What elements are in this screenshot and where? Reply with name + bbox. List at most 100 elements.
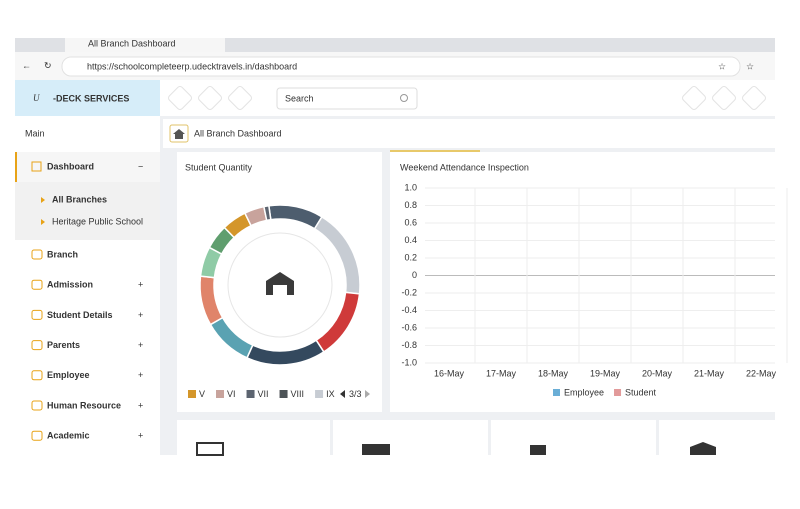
submenu-item[interactable]: Heritage Public School xyxy=(52,216,143,226)
x-tick-label: 18-May xyxy=(538,368,569,378)
chart-title: Student Quantity xyxy=(185,162,253,172)
menu-item[interactable]: Branch xyxy=(47,249,78,259)
pager-prev[interactable] xyxy=(340,390,345,398)
menu-item[interactable]: Academic xyxy=(47,431,90,441)
menu-toggle: + xyxy=(138,340,143,350)
legend-label[interactable]: Employee xyxy=(564,387,604,397)
header-button[interactable] xyxy=(741,85,766,110)
legend-label[interactable]: VII xyxy=(258,389,269,399)
home-icon xyxy=(173,129,185,139)
menu-toggle: + xyxy=(138,310,143,320)
menu-item[interactable]: Parents xyxy=(47,340,80,350)
favorites-button[interactable]: ☆ xyxy=(746,61,754,71)
y-tick-label: -0.4 xyxy=(401,305,417,315)
y-tick-label: -1.0 xyxy=(401,357,417,367)
header-button[interactable] xyxy=(167,85,192,110)
card-icon xyxy=(530,445,546,455)
legend-label[interactable]: VI xyxy=(227,389,236,399)
active-item[interactable] xyxy=(15,152,160,182)
legend-swatch xyxy=(279,390,288,398)
menu-icon xyxy=(31,309,43,320)
menu-icon xyxy=(31,279,43,290)
back-button[interactable]: ← xyxy=(22,60,31,70)
card-attendance xyxy=(390,152,775,412)
card-accent xyxy=(390,150,480,152)
submenu-arrow xyxy=(41,219,45,225)
legend-label[interactable]: Student xyxy=(625,387,657,397)
donut-inner-ring xyxy=(227,232,333,338)
search-placeholder: Search xyxy=(285,93,314,103)
donut-segment xyxy=(262,204,272,222)
url: https://schoolcompleteerp.udecktravels.i… xyxy=(87,61,297,71)
sidebar-section: Main xyxy=(25,128,45,138)
logo-letter: U xyxy=(33,93,40,103)
menu-icon xyxy=(31,430,43,441)
title-bar xyxy=(163,119,775,148)
tab-title: All Branch Dashboard xyxy=(88,38,176,48)
x-tick-label: 19-May xyxy=(590,368,621,378)
active-label: Dashboard xyxy=(47,161,94,171)
pager-next[interactable] xyxy=(365,390,370,398)
y-tick-label: 0.6 xyxy=(404,217,417,227)
menu-item[interactable]: Admission xyxy=(47,280,93,290)
legend-swatch xyxy=(246,390,255,398)
submenu xyxy=(15,182,160,240)
menu-toggle: + xyxy=(138,370,143,380)
submenu-arrow xyxy=(41,197,45,203)
logo-box xyxy=(15,80,160,116)
chart-title: Weekend Attendance Inspection xyxy=(400,162,529,172)
url-box[interactable] xyxy=(61,56,741,77)
menu-item[interactable]: Student Details xyxy=(47,310,113,320)
card-icon xyxy=(362,444,390,455)
header-button[interactable] xyxy=(227,85,252,110)
x-tick-label: 20-May xyxy=(642,368,673,378)
legend-swatch xyxy=(315,390,324,398)
menu-toggle: + xyxy=(138,431,143,441)
menu-icon xyxy=(31,370,43,381)
stat-card xyxy=(177,420,330,455)
card-icon xyxy=(690,442,716,455)
y-tick-label: -0.6 xyxy=(401,322,417,332)
header-button[interactable] xyxy=(197,85,222,110)
y-tick-label: 0 xyxy=(412,270,417,280)
x-tick-label: 22-May xyxy=(746,368,777,378)
active-marker xyxy=(15,152,17,182)
reload-button[interactable]: ↻ xyxy=(44,60,52,70)
tab[interactable] xyxy=(65,38,225,52)
card-icon xyxy=(196,442,224,456)
y-tick-label: 0.4 xyxy=(404,235,417,245)
header-button[interactable] xyxy=(711,85,736,110)
menu-icon xyxy=(31,340,43,351)
legend-label[interactable]: V xyxy=(199,389,205,399)
menu-item[interactable]: Employee xyxy=(47,370,90,380)
menu-icon xyxy=(31,249,43,260)
menu-icon xyxy=(31,400,43,411)
y-tick-label: 1.0 xyxy=(404,182,417,192)
logo-text: -DECK SERVICES xyxy=(53,93,129,103)
menu-item[interactable]: Human Resource xyxy=(47,400,121,410)
y-tick-label: -0.8 xyxy=(401,340,417,350)
bottom-cards xyxy=(177,420,775,456)
x-tick-label: 17-May xyxy=(486,368,517,378)
header-button[interactable] xyxy=(681,85,706,110)
stat-card xyxy=(491,420,656,455)
dashboard-icon xyxy=(31,161,42,172)
pager-text: 3/3 xyxy=(349,389,362,399)
y-tick-label: 0.8 xyxy=(404,200,417,210)
submenu-item[interactable]: All Branches xyxy=(52,194,107,204)
favorite-button[interactable]: ☆ xyxy=(718,61,726,71)
center-icon xyxy=(266,272,294,295)
search-box[interactable] xyxy=(276,87,418,110)
y-tick-label: -0.2 xyxy=(401,287,417,297)
legend-swatch xyxy=(216,390,225,398)
legend-swatch xyxy=(553,389,560,396)
stat-card xyxy=(333,420,488,455)
legend-swatch xyxy=(614,389,622,396)
menu-toggle: + xyxy=(138,280,143,290)
legend-label[interactable]: IX xyxy=(326,389,335,399)
x-tick-label: 16-May xyxy=(434,368,465,378)
legend-swatch xyxy=(188,390,196,398)
active-toggle: − xyxy=(138,161,143,171)
legend-label[interactable]: VIII xyxy=(291,389,305,399)
